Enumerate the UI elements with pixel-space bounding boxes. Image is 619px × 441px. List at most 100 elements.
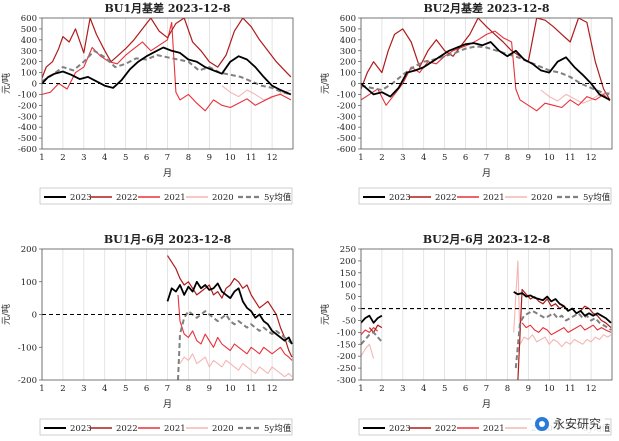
chart-title: BU1月-6月 2023-12-8 [104, 233, 232, 246]
series-line-2021 [177, 294, 293, 361]
y-tick-label: 600 [340, 14, 356, 24]
legend-label: 2020 [531, 193, 553, 203]
legend-label: 2021 [164, 424, 186, 434]
x-tick-label: 8 [505, 384, 510, 394]
y-tick-label: 100 [340, 69, 356, 79]
x-tick-label: 6 [144, 153, 149, 163]
x-tick-label: 7 [484, 153, 489, 163]
x-tick-label: 1 [39, 384, 44, 394]
x-tick-label: 12 [267, 384, 278, 394]
y-tick-label: -200 [337, 352, 356, 362]
legend-label: 5y均值 [264, 192, 292, 203]
series-line-5y均值 [42, 49, 292, 96]
y-tick-label: -200 [18, 376, 37, 386]
y-axis-label: 元/吨 [319, 73, 331, 94]
x-tick-label: 4 [421, 384, 426, 394]
y-tick-label: 50 [345, 293, 356, 303]
y-tick-label: -100 [18, 343, 37, 353]
legend-label: 2023 [389, 424, 411, 434]
series-line-2020 [513, 260, 612, 348]
x-tick-label: 5 [123, 384, 128, 394]
x-tick-label: 11 [246, 384, 257, 394]
legend-label: 5y均值 [264, 423, 292, 434]
x-tick-label: 1 [358, 384, 363, 394]
chart-title: BU2月基差 2023-12-8 [423, 1, 549, 15]
series-line-2023 [361, 314, 383, 324]
series-line-2020 [221, 85, 292, 101]
y-axis-label: 元/吨 [0, 304, 12, 325]
series-line-2022 [361, 18, 611, 101]
y-tick-label: -400 [18, 123, 37, 133]
x-tick-label: 6 [144, 384, 149, 394]
series-line-2021 [42, 21, 292, 112]
y-tick-label: 200 [21, 245, 37, 255]
chart-panel-2: BU2月基差 2023-12-81 2 3 4 5 6 7 8 9 10 11 12-600-500-… [319, 1, 613, 205]
legend-label: 2023 [389, 193, 411, 203]
series-line-2023 [166, 280, 293, 345]
y-tick-label: 0 [32, 311, 37, 321]
series-line-2023 [513, 291, 612, 324]
x-tick-label: 1 [358, 153, 363, 163]
chart-panel-3: BU1月-6月 2023-12-81 2 3 4 5 6 7 8 9 10 11 12-200-100… [0, 233, 294, 436]
x-tick-label: 3 [81, 384, 86, 394]
y-tick-label: 300 [21, 47, 37, 57]
x-tick-label: 10 [544, 153, 555, 163]
y-tick-label: 200 [340, 58, 356, 68]
x-tick-label: 7 [165, 384, 170, 394]
y-tick-label: 400 [340, 36, 356, 46]
y-tick-label: -150 [337, 340, 356, 350]
x-tick-label: 4 [421, 153, 426, 163]
watermark: 永安研究 [530, 414, 605, 433]
series-line-2022 [368, 324, 383, 333]
y-tick-label: 150 [340, 269, 356, 279]
y-tick-label: 500 [21, 25, 37, 35]
legend-label: 2022 [435, 424, 457, 434]
legend-label: 2021 [164, 193, 186, 203]
series-line-2023 [42, 46, 292, 96]
legend-label: 2021 [483, 424, 505, 434]
legend-label: 2023 [70, 424, 92, 434]
y-tick-label: -200 [337, 101, 356, 111]
y-tick-label: 200 [21, 58, 37, 68]
legend-box [39, 187, 293, 205]
x-tick-label: 10 [225, 153, 236, 163]
legend-label: 5y均值 [583, 192, 611, 203]
y-tick-label: 0 [32, 80, 37, 90]
y-tick-label: -600 [18, 145, 37, 155]
legend: 2023 2022 2021 2020 5y均值 [358, 187, 612, 205]
plot-frame [41, 248, 294, 381]
x-tick-label: 3 [400, 384, 405, 394]
legend-box [39, 418, 293, 436]
x-tick-label: 12 [586, 384, 597, 394]
watermark-text: 永安研究 [552, 417, 601, 431]
series-line-5y均值 [361, 45, 611, 96]
plot-frame [360, 248, 613, 381]
x-axis-label: 月 [163, 399, 172, 410]
y-tick-label: 100 [21, 278, 37, 288]
legend: 2023 2022 2021 2020 5y均值 [39, 187, 293, 205]
y-tick-label: 250 [340, 245, 356, 255]
wechat-icon [534, 416, 549, 431]
series-line-2020 [361, 343, 375, 359]
legend-label: 2021 [483, 193, 505, 203]
series-line-2020 [179, 353, 293, 378]
legend-label: 2022 [116, 424, 138, 434]
x-tick-label: 11 [565, 153, 576, 163]
x-tick-label: 6 [463, 153, 468, 163]
x-tick-label: 5 [123, 153, 128, 163]
series-line-2022 [166, 255, 293, 358]
y-tick-label: -250 [337, 364, 356, 374]
y-tick-label: -400 [337, 123, 356, 133]
y-tick-label: 300 [340, 47, 356, 57]
y-tick-label: -600 [337, 145, 356, 155]
x-tick-label: 3 [400, 153, 405, 163]
y-tick-label: -500 [337, 134, 356, 144]
x-tick-label: 3 [81, 153, 86, 163]
x-tick-label: 6 [463, 384, 468, 394]
legend-label: 2023 [70, 193, 92, 203]
y-axis-label: 元/吨 [0, 73, 12, 94]
x-tick-label: 5 [442, 153, 447, 163]
x-tick-label: 12 [586, 153, 597, 163]
y-tick-label: -100 [18, 90, 37, 100]
